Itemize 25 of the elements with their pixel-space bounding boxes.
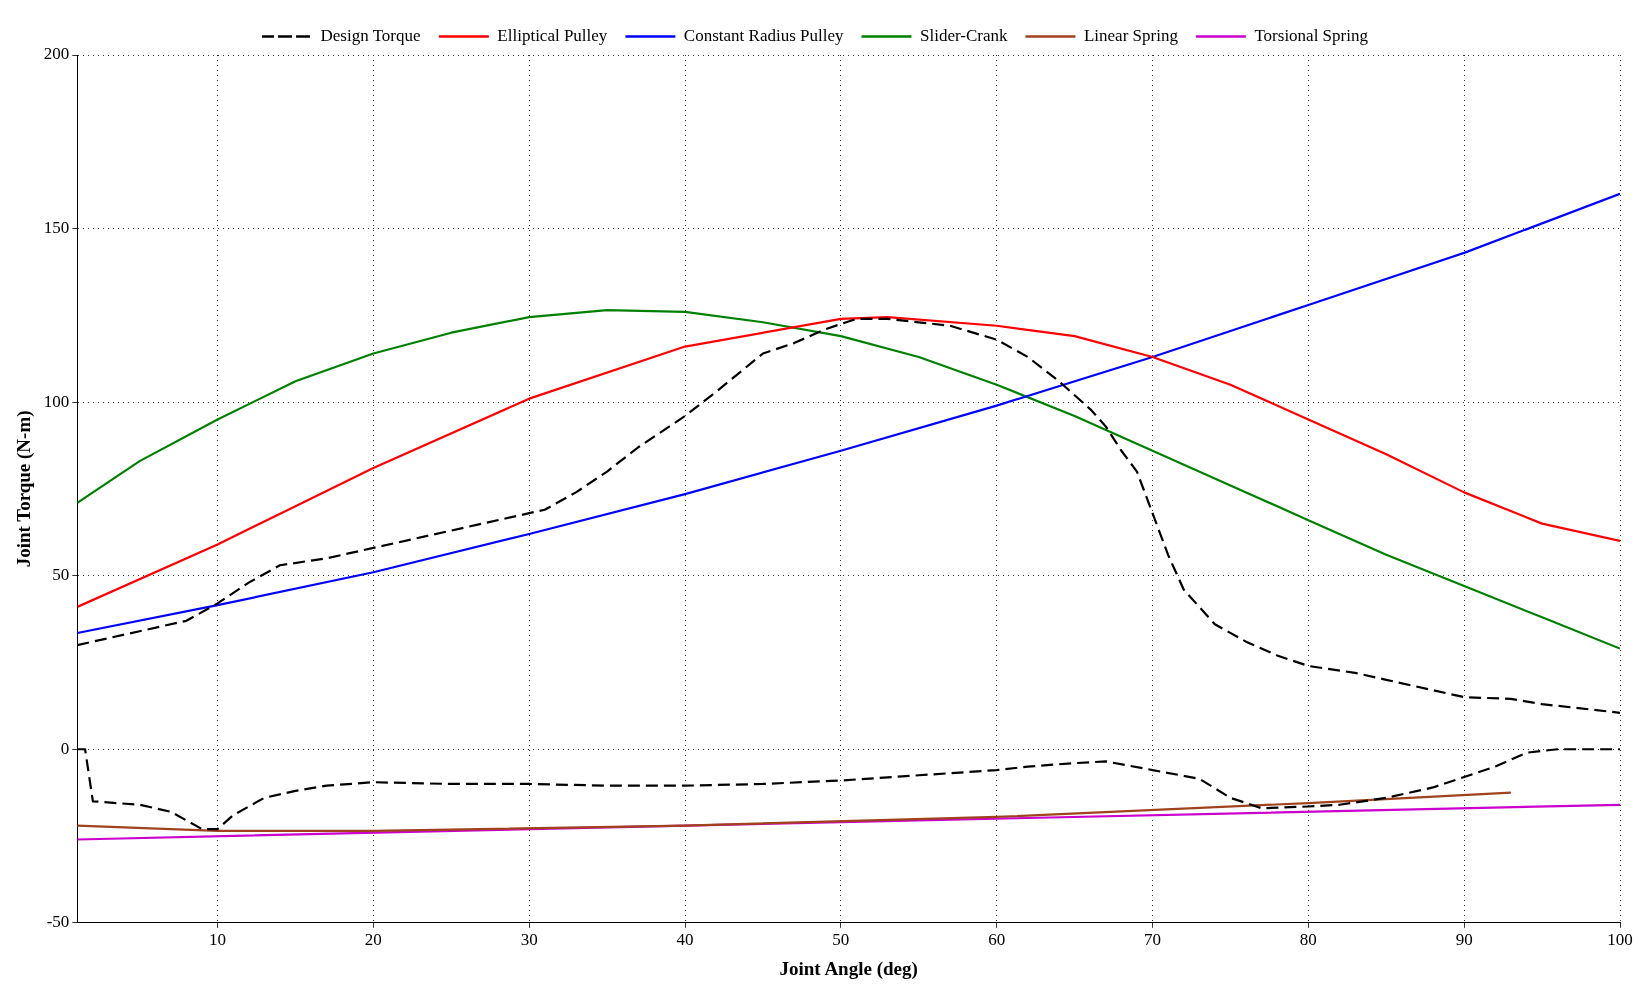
x-tick-label: 10 [209, 930, 227, 950]
x-tick-label: 60 [988, 930, 1006, 950]
legend-label: Slider-Crank [919, 25, 1008, 45]
y-tick-label: -50 [46, 912, 70, 932]
x-tick-label: 100 [1607, 930, 1633, 950]
y-tick-label: 50 [52, 565, 70, 585]
y-tick-label: 150 [43, 218, 70, 238]
legend-label: Elliptical Pulley [497, 25, 608, 45]
y-tick-label: 200 [43, 44, 70, 64]
legend-label: Torsional Spring [1254, 25, 1369, 45]
x-tick-label: 70 [1144, 930, 1162, 950]
x-tick-label: 50 [832, 930, 850, 950]
x-tick-label: 90 [1455, 930, 1473, 950]
y-tick-label: 100 [43, 391, 70, 411]
legend-label: Constant Radius Pulley [683, 25, 844, 45]
x-tick-label: 20 [364, 930, 382, 950]
legend-label: Linear Spring [1083, 25, 1179, 45]
x-axis-title: Joint Angle (deg) [779, 957, 918, 980]
x-tick-label: 30 [520, 930, 538, 950]
line-series [77, 748, 1620, 831]
y-axis-title: Joint Torque (N-m) [13, 410, 36, 568]
y-tick-label: 0 [60, 738, 70, 758]
x-tick-label: 40 [676, 930, 694, 950]
legend-label: Design Torque [320, 25, 421, 45]
x-tick-label: 80 [1299, 930, 1317, 950]
